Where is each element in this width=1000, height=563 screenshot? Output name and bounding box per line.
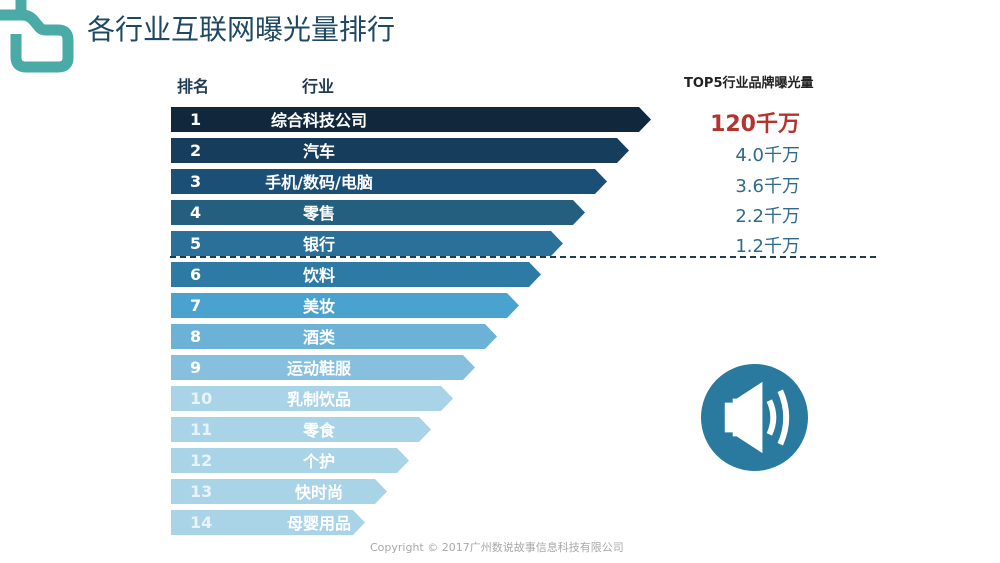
ranking-bar: 8 酒类 [171, 324, 497, 349]
rank-number: 14 [190, 513, 213, 532]
ranking-bar: 4 零售 [171, 200, 585, 225]
top5-value: 1.2千万 [735, 236, 800, 257]
rank-number: 2 [190, 141, 202, 160]
ranking-bar: 7 美妆 [171, 293, 519, 318]
industry-label: 零售 [302, 204, 335, 223]
rank-column-header: 排名 [177, 77, 210, 96]
top5-value: 120千万 [710, 112, 800, 137]
ranking-bar: 1 综合科技公司 [171, 107, 651, 132]
industry-label: 母婴用品 [286, 514, 351, 533]
ranking-bar: 10 乳制饮品 [171, 386, 453, 411]
industry-label: 手机/数码/电脑 [265, 173, 373, 192]
industry-label: 乳制饮品 [286, 390, 351, 409]
rank-number: 5 [190, 234, 202, 253]
rank-number: 13 [190, 482, 213, 501]
ranking-bar: 6 饮料 [171, 262, 541, 287]
rank-number: 7 [190, 296, 202, 315]
industry-label: 美妆 [302, 297, 335, 316]
top5-column-header: TOP5行业品牌曝光量 [684, 76, 814, 91]
ranking-bar: 11 零食 [171, 417, 431, 442]
industry-label: 零食 [302, 421, 335, 440]
page-title: 各行业互联网曝光量排行 [87, 13, 396, 46]
ranking-bar: 13 快时尚 [171, 479, 387, 504]
copyright-footer: Copyright © 2017广州数说故事信息科技有限公司 [370, 541, 624, 554]
industry-column-header: 行业 [302, 77, 335, 96]
teal-frame-logo-icon [0, 0, 74, 73]
rank-number: 9 [190, 358, 202, 377]
industry-label: 汽车 [302, 142, 335, 161]
rank-number: 3 [190, 172, 202, 191]
industry-label: 酒类 [302, 328, 335, 347]
ranking-bar: 14 母婴用品 [171, 510, 365, 535]
rank-number: 6 [190, 265, 202, 284]
industry-label: 综合科技公司 [270, 111, 367, 130]
speaker-volume-icon [700, 363, 809, 472]
rank-number: 10 [190, 389, 213, 408]
rank-number: 8 [190, 327, 202, 346]
rank-number: 1 [190, 110, 202, 129]
ranking-bar: 2 汽车 [171, 138, 629, 163]
top5-value: 4.0千万 [735, 145, 800, 166]
top5-value: 3.6千万 [735, 176, 800, 197]
top5-value: 2.2千万 [735, 206, 800, 227]
ranking-bar: 9 运动鞋服 [171, 355, 475, 380]
ranking-bar: 5 银行 [171, 231, 563, 256]
top5-separator-line [170, 256, 876, 258]
rank-number: 4 [190, 203, 202, 222]
ranking-bar: 3 手机/数码/电脑 [171, 169, 607, 194]
ranking-bar: 12 个护 [171, 448, 409, 473]
industry-label: 银行 [302, 235, 335, 254]
rank-number: 12 [190, 451, 213, 470]
industry-label: 个护 [302, 452, 335, 471]
rank-number: 11 [190, 420, 213, 439]
industry-label: 运动鞋服 [286, 359, 351, 378]
industry-label: 饮料 [302, 266, 335, 285]
industry-label: 快时尚 [294, 483, 343, 502]
